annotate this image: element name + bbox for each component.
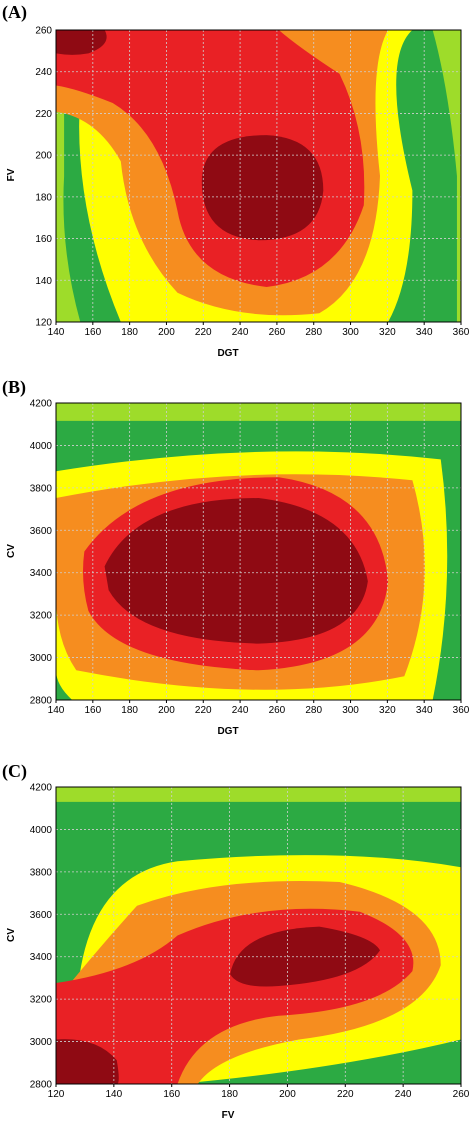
x-tick-label: 340 [416, 327, 433, 338]
y-tick-label: 4200 [30, 783, 53, 794]
panel-label: (B) [2, 377, 26, 398]
y-tick-label: 180 [35, 192, 52, 203]
contour-band [201, 135, 324, 241]
y-tick-label: 200 [35, 151, 52, 162]
x-tick-label: 300 [342, 705, 359, 716]
y-tick-label: 2800 [30, 1080, 53, 1091]
y-tick-label: 3000 [30, 653, 53, 664]
x-tick-label: 180 [121, 705, 138, 716]
plot-frame [55, 402, 462, 701]
x-tick-label: 160 [84, 327, 101, 338]
plot-frame [55, 786, 462, 1085]
y-tick-label: 4000 [30, 441, 53, 452]
y-tick-label: 3200 [30, 611, 53, 622]
contour-band [56, 30, 107, 55]
x-tick-label: 240 [232, 327, 249, 338]
panel-a: (A) 140 160 180 200 220 240 260 280 300 320 340 360 1… [2, 2, 470, 359]
y-tick-label: 2800 [30, 696, 53, 707]
plot-frame [55, 29, 462, 323]
x-tick-label: 200 [158, 705, 175, 716]
y-tick-label: 4200 [30, 399, 53, 410]
x-tick-label: 200 [279, 1089, 296, 1100]
y-axis-label: CV [6, 928, 17, 942]
x-tick-label: 140 [48, 327, 65, 338]
x-tick-label: 320 [379, 705, 396, 716]
y-tick-label: 260 [35, 26, 52, 37]
y-tick-label: 120 [35, 318, 52, 329]
y-tick-label: 160 [35, 234, 52, 245]
panel-c: (C) 120 140 160 180 200 220 240 260 2800 3000 3200 3… [2, 761, 470, 1121]
y-tick-label: 220 [35, 109, 52, 120]
y-tick-label: 140 [35, 276, 52, 287]
y-tick-label: 3400 [30, 568, 53, 579]
contour-band [104, 498, 368, 644]
x-axis-label: DGT [217, 348, 238, 359]
x-tick-label: 180 [221, 1089, 238, 1100]
y-tick-label: 4000 [30, 825, 53, 836]
contour-fills [56, 787, 461, 1084]
y-tick-label: 3000 [30, 1037, 53, 1048]
contour-band [56, 1039, 119, 1084]
x-tick-label: 260 [269, 705, 286, 716]
x-tick-label: 160 [84, 705, 101, 716]
y-tick-label: 3800 [30, 867, 53, 878]
x-tick-label: 260 [453, 1089, 470, 1100]
x-tick-label: 260 [269, 327, 286, 338]
x-tick-label: 220 [195, 705, 212, 716]
y-axis-label: CV [6, 544, 17, 558]
x-tick-label: 160 [163, 1089, 180, 1100]
x-tick-label: 280 [305, 327, 322, 338]
x-tick-label: 240 [395, 1089, 412, 1100]
x-tick-label: 220 [337, 1089, 354, 1100]
x-tick-label: 320 [379, 327, 396, 338]
y-tick-label: 3600 [30, 526, 53, 537]
x-axis-label: DGT [217, 726, 238, 737]
x-tick-label: 240 [232, 705, 249, 716]
x-tick-label: 360 [453, 705, 470, 716]
x-tick-label: 220 [195, 327, 212, 338]
x-tick-label: 280 [305, 705, 322, 716]
x-axis-label: FV [222, 1110, 235, 1121]
x-tick-label: 180 [121, 327, 138, 338]
y-tick-label: 3800 [30, 483, 53, 494]
x-tick-label: 200 [158, 327, 175, 338]
x-tick-label: 360 [453, 327, 470, 338]
x-tick-label: 140 [48, 705, 65, 716]
x-tick-label: 120 [48, 1089, 65, 1100]
y-tick-label: 3200 [30, 995, 53, 1006]
panel-label: (A) [2, 2, 27, 23]
panel-label: (C) [2, 761, 27, 782]
contour-fills [56, 403, 461, 700]
x-tick-label: 340 [416, 705, 433, 716]
y-tick-label: 3400 [30, 952, 53, 963]
y-tick-label: 240 [35, 67, 52, 78]
x-tick-label: 300 [342, 327, 359, 338]
y-axis-label: FV [6, 168, 17, 181]
y-tick-label: 3600 [30, 910, 53, 921]
x-tick-label: 140 [106, 1089, 123, 1100]
panel-b: (B) 140 160 180 200 220 240 260 280 300 320 340 360 2… [2, 377, 470, 737]
contour-fills [56, 30, 461, 322]
